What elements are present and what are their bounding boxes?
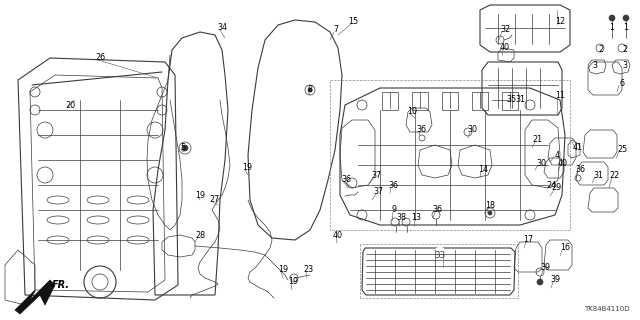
Text: 40: 40 xyxy=(558,158,568,167)
Text: 7: 7 xyxy=(333,26,339,35)
Text: 36: 36 xyxy=(416,125,426,134)
Text: 6: 6 xyxy=(620,78,625,87)
Text: 19: 19 xyxy=(242,164,252,172)
Text: 40: 40 xyxy=(500,43,510,52)
Text: 8: 8 xyxy=(307,85,312,94)
Bar xyxy=(442,92,458,110)
Bar xyxy=(472,92,488,110)
Text: 36: 36 xyxy=(432,205,442,214)
Text: 38: 38 xyxy=(396,213,406,222)
Text: 16: 16 xyxy=(560,244,570,252)
Text: 24: 24 xyxy=(546,180,556,189)
Text: 23: 23 xyxy=(303,266,313,275)
Text: 4: 4 xyxy=(554,150,559,159)
Circle shape xyxy=(488,211,492,215)
Circle shape xyxy=(308,88,312,92)
Circle shape xyxy=(623,15,629,21)
Text: 32: 32 xyxy=(500,26,510,35)
Text: 31: 31 xyxy=(515,95,525,105)
Text: 9: 9 xyxy=(392,205,397,214)
Text: 21: 21 xyxy=(532,135,542,145)
Text: 2: 2 xyxy=(623,45,628,54)
Text: 2: 2 xyxy=(598,45,604,54)
Text: 37: 37 xyxy=(373,188,383,196)
Text: 36: 36 xyxy=(341,175,351,185)
Text: 1: 1 xyxy=(623,23,628,33)
Text: 34: 34 xyxy=(217,23,227,33)
Text: 10: 10 xyxy=(407,108,417,116)
Text: TK84B4110D: TK84B4110D xyxy=(584,306,630,312)
Text: 18: 18 xyxy=(485,201,495,210)
Text: 19: 19 xyxy=(195,190,205,199)
Text: 12: 12 xyxy=(555,18,565,27)
Text: 36: 36 xyxy=(388,180,398,189)
Text: 11: 11 xyxy=(555,91,565,100)
Text: 20: 20 xyxy=(65,100,75,109)
Text: 33: 33 xyxy=(435,251,445,260)
Text: 31: 31 xyxy=(593,171,603,180)
Bar xyxy=(382,92,398,110)
Text: 3: 3 xyxy=(623,61,627,70)
Text: 1: 1 xyxy=(609,23,614,33)
Text: 36: 36 xyxy=(575,165,585,174)
Text: FR.: FR. xyxy=(52,280,70,290)
Text: 17: 17 xyxy=(523,236,533,244)
Text: 15: 15 xyxy=(348,18,358,27)
Bar xyxy=(502,92,518,110)
Text: 19: 19 xyxy=(278,266,288,275)
Text: 22: 22 xyxy=(609,171,619,180)
Text: 28: 28 xyxy=(195,230,205,239)
Text: 39: 39 xyxy=(550,276,560,284)
Text: 26: 26 xyxy=(95,53,105,62)
Text: 40: 40 xyxy=(333,230,343,239)
Text: 29: 29 xyxy=(551,183,561,193)
Text: 27: 27 xyxy=(210,196,220,204)
Circle shape xyxy=(537,279,543,285)
Polygon shape xyxy=(15,280,55,314)
Text: 14: 14 xyxy=(478,165,488,174)
Circle shape xyxy=(435,247,445,257)
Text: 19: 19 xyxy=(288,277,298,286)
Text: 25: 25 xyxy=(617,146,627,155)
Text: 35: 35 xyxy=(506,95,516,105)
Text: 30: 30 xyxy=(536,158,546,167)
Circle shape xyxy=(609,15,615,21)
Text: 13: 13 xyxy=(411,213,421,222)
Text: 5: 5 xyxy=(180,143,186,153)
Text: 39: 39 xyxy=(540,263,550,273)
Text: 37: 37 xyxy=(371,171,381,180)
Text: 30: 30 xyxy=(467,125,477,134)
Circle shape xyxy=(182,145,188,151)
Bar xyxy=(412,92,428,110)
Text: 41: 41 xyxy=(573,143,583,153)
Text: 3: 3 xyxy=(593,61,598,70)
